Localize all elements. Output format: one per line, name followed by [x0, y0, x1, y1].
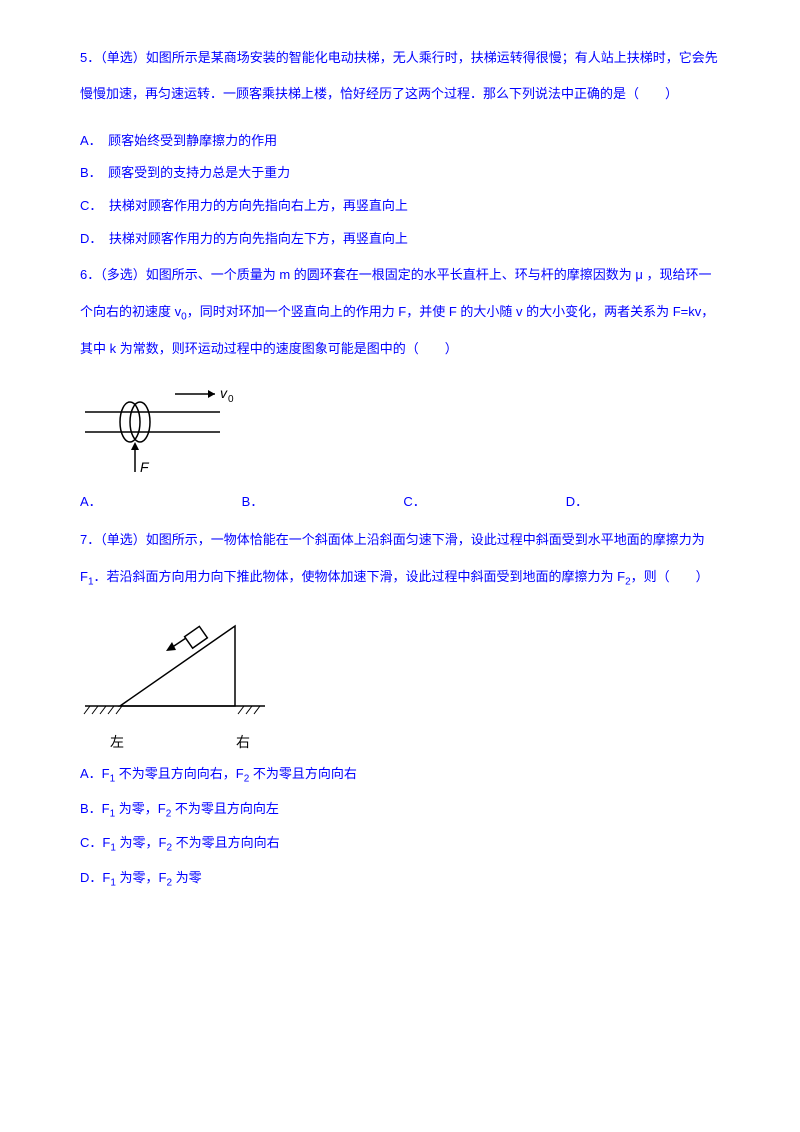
q5-option-d: D． 扶梯对顾客作用力的方向先指向左下方，再竖直向上 — [80, 225, 720, 254]
q6-option-d: D． — [566, 488, 588, 517]
q7b-p1: B．F — [80, 801, 110, 816]
q7b-p2: 为零，F — [115, 801, 166, 816]
q7-option-b: B．F1 为零，F2 不为零且方向向左 — [80, 795, 720, 826]
q7b-p3: 不为零且方向向左 — [171, 801, 279, 816]
q7-option-a: A．F1 不为零且方向向右，F2 不为零且方向向右 — [80, 760, 720, 791]
q7-stem-p2: ．若沿斜面方向用力向下推此物体，使物体加速下滑，设此过程中斜面受到地面的摩擦力为… — [94, 569, 626, 584]
q7c-p1: C．F — [80, 835, 110, 850]
q7d-p2: 为零，F — [116, 870, 167, 885]
q5-option-a: A． 顾客始终受到静摩擦力的作用 — [80, 127, 720, 156]
q7-stem-p3: ，则（ ） — [631, 569, 709, 584]
q6-option-b: B． — [242, 488, 264, 517]
svg-text:v: v — [220, 385, 228, 401]
q7-label-left: 左 — [110, 732, 124, 752]
q6-stem: 6．（多选）如图所示、一个质量为 m 的圆环套在一根固定的水平长直杆上、环与杆的… — [80, 257, 720, 367]
q5-stem: 5．（单选）如图所示是某商场安装的智能化电动扶梯，无人乘行时，扶梯运转得很慢；有… — [80, 40, 720, 113]
q7-diagram: 左 右 — [80, 608, 720, 752]
q7a-p1: A．F — [80, 766, 110, 781]
q7-option-c: C．F1 为零，F2 不为零且方向向右 — [80, 829, 720, 860]
q7d-p1: D．F — [80, 870, 110, 885]
q7c-p2: 为零，F — [116, 835, 167, 850]
q7a-p2: 不为零且方向向右，F — [115, 766, 244, 781]
q6-option-c: C． — [403, 488, 425, 517]
q7-stem: 7．（单选）如图所示，一物体恰能在一个斜面体上沿斜面匀速下滑，设此过程中斜面受到… — [80, 522, 720, 596]
q5-option-c: C． 扶梯对顾客作用力的方向先指向右上方，再竖直向上 — [80, 192, 720, 221]
q7-label-right: 右 — [236, 732, 250, 752]
q6-option-a: A． — [80, 488, 102, 517]
q6-options-row: A． B． C． D． — [80, 488, 720, 517]
q7-option-d: D．F1 为零，F2 为零 — [80, 864, 720, 895]
q6-diagram: v 0 F — [80, 380, 720, 480]
q7a-p3: 不为零且方向向右 — [249, 766, 357, 781]
q7d-p3: 为零 — [172, 870, 202, 885]
svg-text:0: 0 — [228, 394, 234, 405]
svg-text:F: F — [140, 459, 150, 475]
q5-option-b: B． 顾客受到的支持力总是大于重力 — [80, 159, 720, 188]
q7c-p3: 不为零且方向向右 — [172, 835, 280, 850]
